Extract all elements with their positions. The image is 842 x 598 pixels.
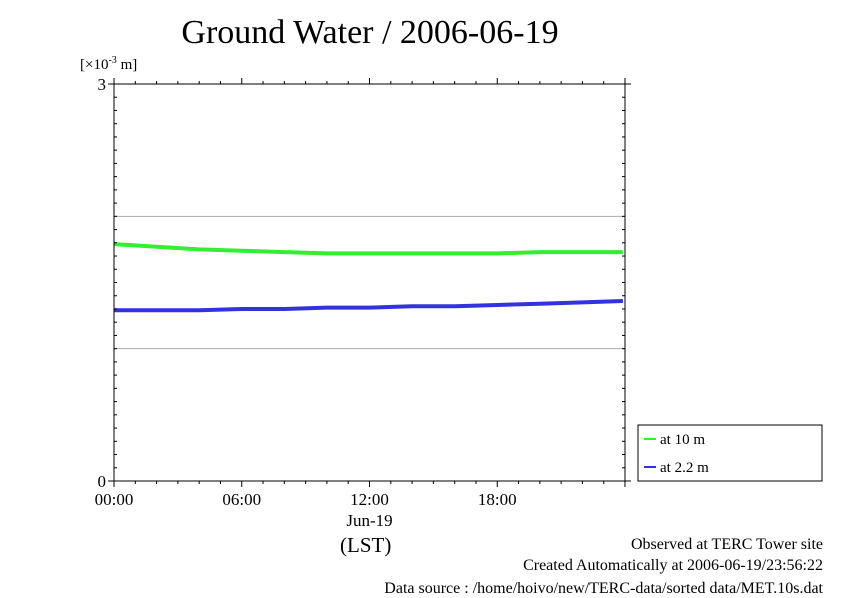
y-tick-label: 3 bbox=[98, 75, 107, 94]
legend: at 10 m at 2.2 m bbox=[637, 424, 823, 482]
gridlines bbox=[114, 215, 625, 350]
x-tick-label: 18:00 bbox=[478, 490, 517, 509]
x-tick-label: 06:00 bbox=[222, 490, 261, 509]
series-line-1 bbox=[114, 299, 623, 313]
x-date-label: Jun-19 bbox=[346, 511, 392, 530]
ticks: 3 000:00 06:00 12:00 18:00 Jun-19 bbox=[95, 75, 631, 530]
y-unit-suffix: m] bbox=[116, 57, 138, 73]
footer-site: Observed at TERC Tower site bbox=[630, 536, 823, 553]
series-lines bbox=[113, 242, 623, 313]
y-tick-label: 0 bbox=[98, 472, 107, 491]
axes bbox=[113, 83, 626, 482]
y-unit-prefix: [×10 bbox=[80, 57, 109, 73]
x-axis-label: (LST) bbox=[340, 533, 392, 557]
x-tick-label: 12:00 bbox=[350, 490, 389, 509]
y-unit-exponent: -3 bbox=[108, 55, 117, 66]
series-line-0 bbox=[113, 242, 623, 256]
legend-box bbox=[637, 424, 823, 482]
footer-created: Created Automatically at 2006-06-19/23:5… bbox=[523, 557, 823, 574]
chart-title: Ground Water / 2006-06-19 bbox=[181, 14, 559, 51]
x-tick-label: 00:00 bbox=[95, 490, 134, 509]
legend-label: at 10 m bbox=[660, 432, 705, 448]
y-axis-unit: [×10-3 m] bbox=[80, 55, 137, 74]
footer-source: Data source : /home/hoivo/new/TERC-data/… bbox=[384, 580, 823, 597]
legend-label: at 2.2 m bbox=[660, 460, 709, 476]
